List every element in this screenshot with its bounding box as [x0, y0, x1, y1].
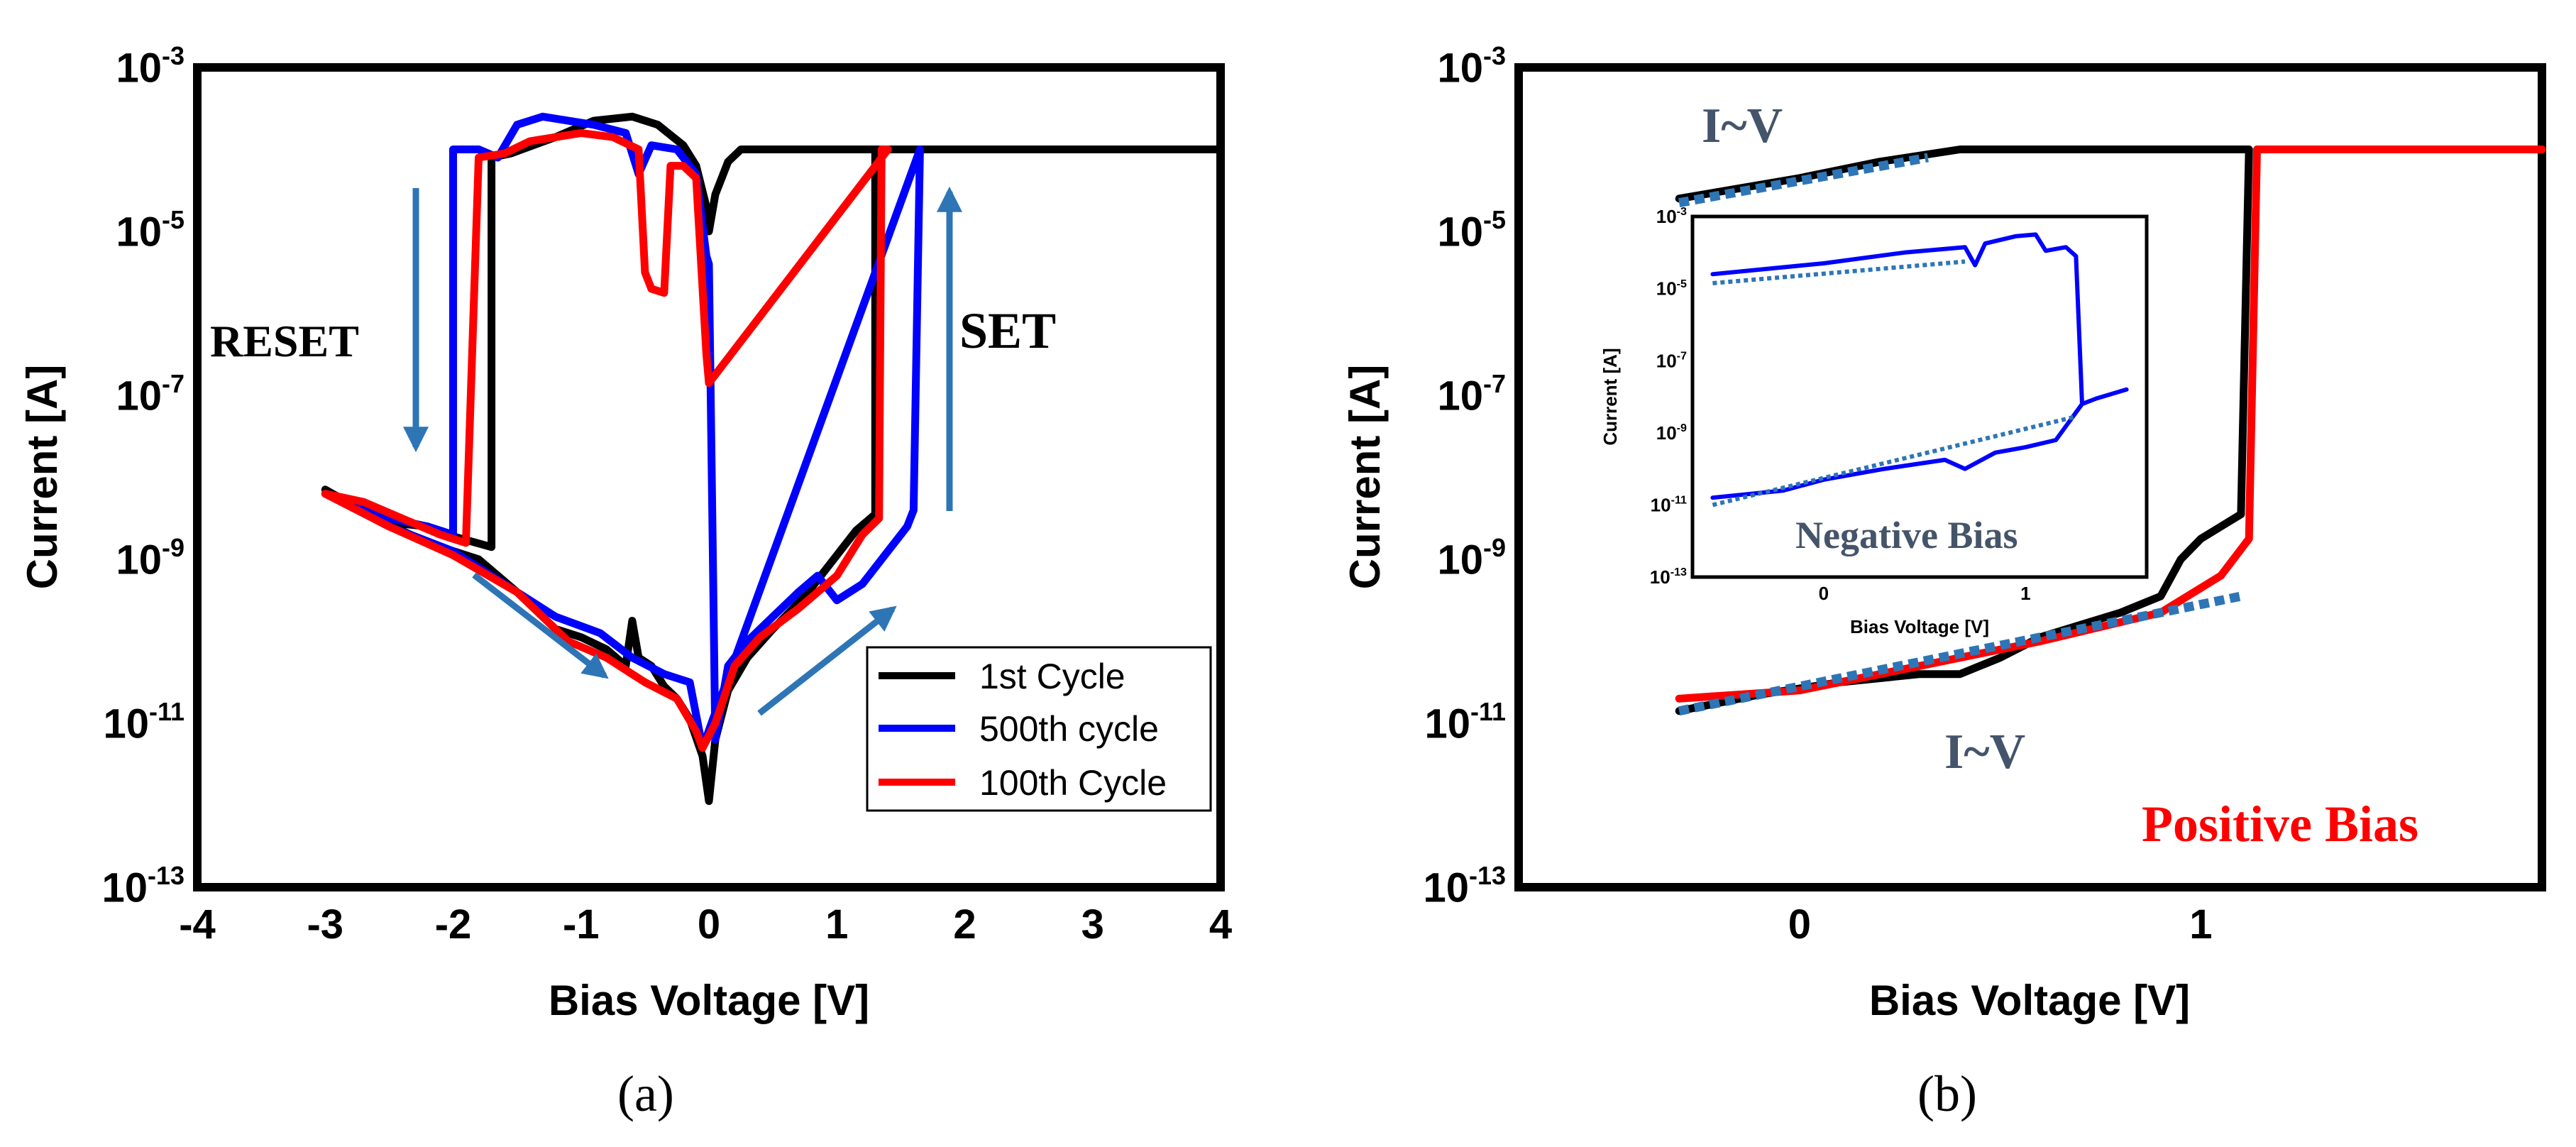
inset-xtick-label: 1 [2020, 583, 2030, 604]
inset-curves [1710, 232, 2129, 507]
panel-a-xtick-label: -3 [307, 901, 343, 948]
panel-a-xtick-label: 0 [698, 901, 720, 948]
panel-a-ylabel: Current [A] [18, 365, 66, 590]
panel-a-ytick-label: 10-9 [116, 533, 185, 583]
iv-label-low: I~V [1944, 725, 2025, 779]
panel-b-series-black [1675, 146, 2253, 715]
sweep-arrow-left [472, 572, 609, 679]
panel-b-ytick-label: 10-5 [1438, 205, 1506, 255]
legend: 1st Cycle 500th cycle 100th Cycle [866, 646, 1212, 812]
panel-a-xtick-label: -4 [179, 901, 216, 948]
inset-xlabel: Bias Voltage [V] [1850, 616, 1989, 637]
panel-a-ytick-label: 10-3 [116, 41, 185, 91]
panel-b-curves [1675, 146, 2546, 716]
reset-annotation: RESET [210, 316, 359, 366]
inset-ytick-label: 10-5 [1656, 278, 1687, 300]
inset-xtick-label: 0 [1819, 583, 1829, 604]
panel-a-xlabel: Bias Voltage [V] [549, 977, 869, 1024]
panel-a: -4 -3 -2 -1 0 1 2 3 410-1310-1110-910-710-510-3 … [18, 41, 1232, 1122]
panel-b-ytick-label: 10-9 [1438, 533, 1506, 583]
panel-b-xtick-label: 0 [1788, 901, 1811, 948]
inset-ylabel: Current [A] [1600, 348, 1621, 445]
panel-a-xtick-label: 1 [825, 901, 848, 948]
panel-b-ylabel: Current [A] [1341, 365, 1389, 590]
negative-bias-label: Negative Bias [1795, 514, 2018, 556]
panel-b-series-i-v-fit-high- [1678, 153, 1929, 207]
sweep-arrow-right [757, 605, 897, 716]
inset-ytick-label: 10-3 [1656, 205, 1687, 227]
panel-a-frame [193, 63, 1225, 891]
panel-b: 0 1 10-13 10-11 10-9 10-7 10-5 10-3 I~V I~V Pos… [1341, 41, 2546, 1122]
legend-label-100th: 100th Cycle [979, 763, 1167, 803]
panel-a-xtick-label: 4 [1209, 901, 1232, 948]
panel-a-subfig-label: (a) [617, 1065, 674, 1122]
panel-b-ticks: 0 1 10-13 10-11 10-9 10-7 10-5 10-3 [1424, 41, 2213, 948]
panel-b-xlabel: Bias Voltage [V] [1869, 977, 2190, 1024]
legend-label-1st: 1st Cycle [979, 657, 1125, 696]
inset-ticks: 0 1 10-13 10-11 10-9 10-7 10-5 10-3 [1650, 205, 2031, 604]
legend-label-500th: 500th cycle [979, 709, 1159, 749]
iv-label-high: I~V [1702, 99, 1783, 153]
panel-b-ytick-label: 10-3 [1438, 41, 1506, 91]
inset-ytick-label: 10-13 [1650, 566, 1687, 588]
set-annotation: SET [959, 302, 1056, 359]
inset-series-blue [1710, 232, 2129, 407]
panel-b-ytick-label: 10-11 [1425, 697, 1507, 747]
panel-a-curves [321, 112, 1225, 806]
panel-a-ytick-label: 10-11 [104, 697, 185, 747]
inset-series-blue-low [1710, 402, 2084, 500]
inset-ytick-label: 10-9 [1656, 422, 1687, 444]
inset-ytick-label: 10-11 [1651, 494, 1687, 516]
inset-series-fit-high [1712, 259, 1966, 285]
panel-a-xtick-label: -2 [435, 901, 472, 948]
panel-a-ytick-label: 10-5 [116, 205, 185, 255]
panel-b-frame [1514, 63, 2546, 891]
panel-a-ytick-label: 10-13 [102, 861, 185, 911]
panel-b-ytick-label: 10-13 [1424, 861, 1506, 911]
inset-ytick-label: 10-7 [1656, 349, 1687, 371]
panel-a-ytick-label: 10-7 [116, 369, 185, 419]
panel-b-ytick-label: 10-7 [1438, 369, 1506, 419]
panel-a-xtick-label: 2 [953, 901, 976, 948]
panel-b-xtick-label: 1 [2189, 901, 2212, 948]
panel-a-xtick-label: -1 [563, 901, 600, 948]
inset: 0 1 10-13 10-11 10-9 10-7 10-5 10-3 Negative Bi… [1600, 205, 2149, 637]
panel-a-series-100th-cycle [321, 128, 892, 752]
positive-bias-label: Positive Bias [2142, 796, 2418, 852]
panel-a-ticks: -4 -3 -2 -1 0 1 2 3 4 10-13 10-11 10-9 10-7 10-5 10-3 [102, 41, 1233, 948]
panel-b-series-i-v-fit-low- [1678, 591, 2242, 716]
panel-a-xtick-label: 3 [1081, 901, 1104, 948]
panel-b-subfig-label: (b) [1917, 1065, 1977, 1122]
